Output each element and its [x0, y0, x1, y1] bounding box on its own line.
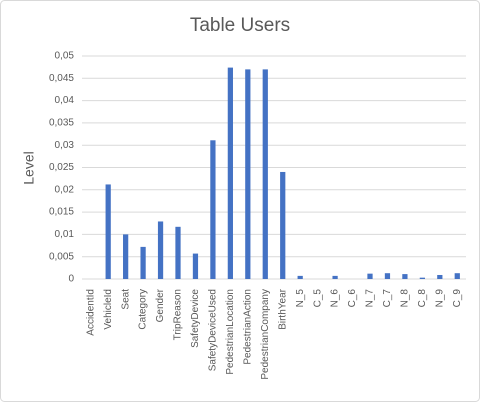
x-tick-label: Seat: [120, 289, 131, 310]
bar: [297, 275, 303, 279]
y-tick-label: 0,015: [49, 207, 74, 218]
bar: [227, 67, 233, 279]
bar: [367, 273, 373, 279]
bar: [192, 253, 199, 279]
y-axis-label: Level: [21, 151, 37, 184]
bar: [419, 277, 425, 279]
x-tick-label: SafetyDevice: [190, 289, 201, 348]
y-tick-label: 0,035: [49, 118, 74, 129]
y-tick-label: 0,01: [55, 229, 75, 240]
x-tick-label: N_5: [295, 289, 306, 308]
x-tick-label: PedestrianAction: [242, 289, 253, 365]
y-tick-label: 0,04: [55, 95, 75, 106]
x-tick-label: TripReason: [173, 289, 184, 340]
bar: [437, 274, 443, 279]
x-tick-label: SafetyDeviceUsed: [208, 289, 219, 371]
y-tick-label: 0: [68, 274, 74, 285]
x-tick-label: N_6: [330, 289, 341, 308]
bar: [245, 69, 251, 279]
bar: [280, 171, 286, 279]
x-tick-label: Category: [138, 289, 149, 330]
x-tick-label: C_8: [417, 289, 428, 308]
bar: [175, 226, 181, 279]
x-tick-label: PedestrianCompany: [260, 289, 271, 380]
x-tick-label: N_8: [400, 289, 411, 308]
bar: [384, 273, 391, 279]
bar: [157, 221, 164, 279]
x-tick-label: PedestrianLocation: [225, 289, 236, 375]
bar: [332, 275, 338, 279]
bar: [210, 140, 216, 279]
x-tick-label: N_7: [365, 289, 376, 308]
x-tick-label: AccidentId: [85, 289, 96, 336]
bar: [262, 69, 268, 279]
x-tick-label: Gender: [155, 288, 166, 322]
bar: [140, 246, 146, 279]
bar: [123, 234, 129, 279]
x-tick-label: BirthYear: [277, 288, 288, 329]
x-tick-label: N_9: [434, 289, 445, 308]
chart-title: Table Users: [190, 15, 290, 36]
y-tick-label: 0,02: [55, 184, 75, 195]
x-tick-label: VehicleId: [103, 289, 114, 330]
x-tick-label: C_9: [452, 289, 463, 308]
x-tick-label: C_6: [347, 289, 358, 308]
x-tick-label: C_5: [312, 289, 323, 308]
y-tick-label: 0,03: [55, 140, 75, 151]
y-tick-label: 0,005: [49, 251, 74, 262]
x-tick-label: C_7: [382, 289, 393, 308]
bar: [402, 274, 408, 279]
bar: [454, 273, 460, 279]
bar: [105, 184, 111, 279]
y-tick-label: 0,05: [55, 51, 75, 62]
y-tick-label: 0,025: [49, 162, 74, 173]
y-tick-label: 0,045: [49, 73, 74, 84]
